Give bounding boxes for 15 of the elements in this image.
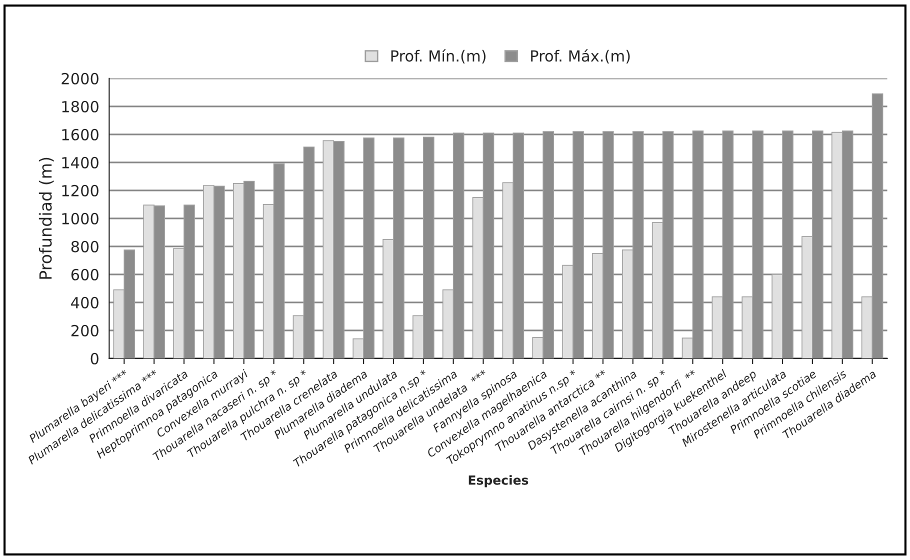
y-tick-label: 600 (71, 268, 98, 280)
y-tick-label: 1200 (62, 184, 98, 196)
x-axis-title: Especies (468, 475, 528, 488)
y-axis-title: Profundiad (m) (38, 158, 54, 279)
y-tick-label: 200 (71, 324, 98, 336)
y-tick-label: 1400 (62, 156, 98, 168)
legend-label: Prof. Mín.(m) (391, 49, 486, 64)
y-tick-label: 1800 (62, 100, 98, 112)
y-tick-label: 1600 (62, 128, 98, 140)
y-tick-label: 0 (90, 352, 98, 364)
legend-label: Prof. Máx.(m) (531, 49, 630, 64)
y-tick-label: 400 (71, 296, 98, 308)
y-tick-label: 2000 (62, 72, 98, 84)
y-tick-label: 1000 (62, 212, 98, 224)
y-tick-label: 800 (71, 240, 98, 252)
